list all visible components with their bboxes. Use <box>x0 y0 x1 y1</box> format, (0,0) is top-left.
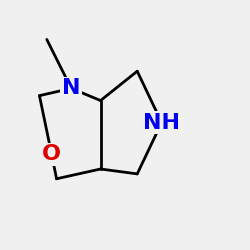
Text: N: N <box>62 78 80 98</box>
Text: NH: NH <box>143 112 180 132</box>
Text: O: O <box>42 144 61 164</box>
